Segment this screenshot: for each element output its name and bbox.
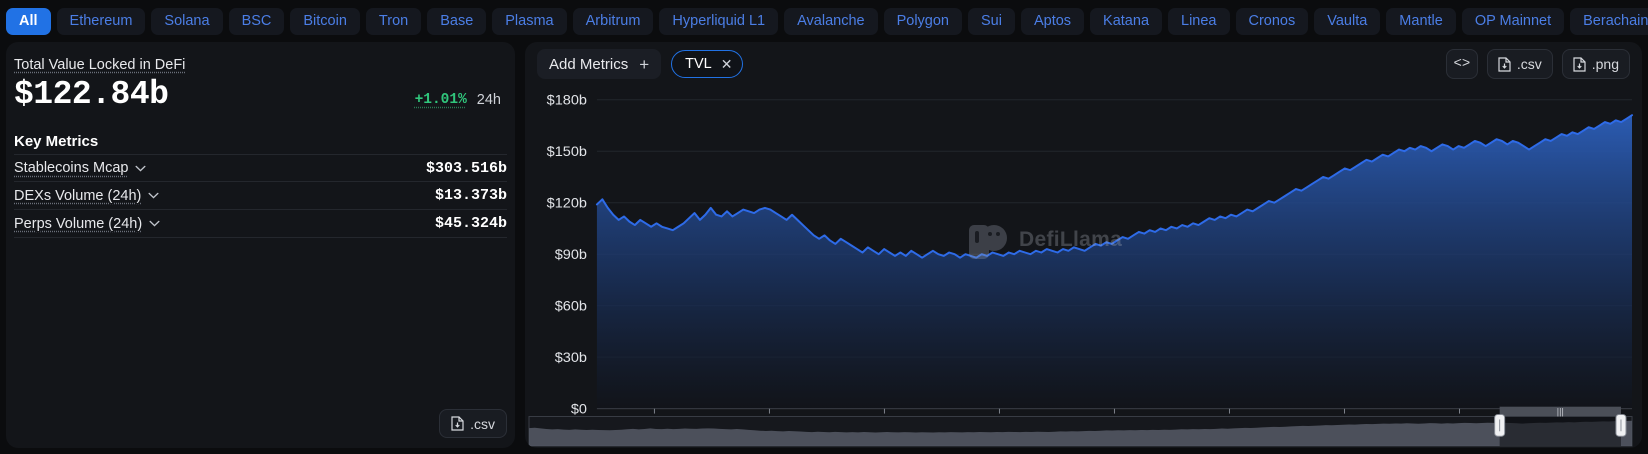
chain-tab-arbitrum[interactable]: Arbitrum xyxy=(572,7,654,35)
tvl-area-fill xyxy=(596,115,1633,409)
code-brackets-icon: <> xyxy=(1453,56,1471,72)
tvl-area-chart[interactable]: $0$30b$60b$90b$120b$150b$180bFebMarAprMa… xyxy=(525,86,1642,448)
chain-tab-cronos[interactable]: Cronos xyxy=(1235,7,1309,35)
metric-name: Perps Volume (24h) xyxy=(14,215,143,232)
panels-row: Total Value Locked in DeFi $122.84b +1.0… xyxy=(0,42,1648,454)
y-axis-tick-label: $180b xyxy=(547,93,587,109)
tvl-row: $122.84b +1.01% 24h xyxy=(14,76,507,113)
tvl-label[interactable]: Total Value Locked in DeFi xyxy=(14,57,186,73)
summary-csv-label: .csv xyxy=(470,415,495,432)
chain-tab-linea[interactable]: Linea xyxy=(1168,7,1230,35)
chart-export-group: <> .csv xyxy=(1445,49,1630,79)
metric-value: $45.324b xyxy=(434,215,507,233)
key-metrics-heading: Key Metrics xyxy=(14,133,99,151)
y-axis-tick-label: $90b xyxy=(555,247,587,263)
chain-tab-mantle[interactable]: Mantle xyxy=(1386,7,1456,35)
chain-tab-tron[interactable]: Tron xyxy=(365,7,422,35)
chart-canvas[interactable]: $0$30b$60b$90b$120b$150b$180bFebMarAprMa… xyxy=(525,86,1642,448)
chart-toolbar: Add Metrics + TVL ✕ <> xyxy=(525,42,1642,86)
metric-chip-label: TVL xyxy=(685,56,712,72)
metric-name: DEXs Volume (24h) xyxy=(14,187,142,204)
chain-tab-katana[interactable]: Katana xyxy=(1090,7,1163,35)
metric-left: DEXs Volume (24h) xyxy=(14,188,159,204)
chain-tab-op-mainnet[interactable]: OP Mainnet xyxy=(1461,7,1565,35)
metric-value: $13.373b xyxy=(434,187,507,205)
y-axis-tick-label: $0 xyxy=(571,402,587,418)
plus-icon: + xyxy=(639,54,650,74)
key-metrics-list: Stablecoins Mcap $303.516b DEXs Volume (24… xyxy=(14,154,507,239)
summary-panel: Total Value Locked in DeFi $122.84b +1.0… xyxy=(6,42,515,448)
metric-name: Stablecoins Mcap xyxy=(14,160,129,177)
chain-tab-aptos[interactable]: Aptos xyxy=(1020,7,1085,35)
download-csv-label: .csv xyxy=(1516,56,1542,72)
y-axis-tick-label: $60b xyxy=(555,299,587,315)
chart-panel: Add Metrics + TVL ✕ <> xyxy=(525,42,1642,448)
brush-selection[interactable] xyxy=(1499,416,1621,447)
y-axis-tick-label: $150b xyxy=(547,144,587,160)
metric-left: Perps Volume (24h) xyxy=(14,216,160,232)
chain-filter-bar[interactable]: All Ethereum Solana BSC Bitcoin Tron Base Plasm… xyxy=(0,0,1648,42)
brush-preview-area xyxy=(528,420,1633,447)
chain-tab-berachain[interactable]: Berachain xyxy=(1570,7,1648,35)
add-metrics-button[interactable]: Add Metrics + xyxy=(537,49,662,79)
tvl-value: $122.84b xyxy=(14,76,169,113)
chain-tab-avalanche[interactable]: Avalanche xyxy=(784,7,878,35)
metric-value: $303.516b xyxy=(425,159,507,177)
chain-tab-all[interactable]: All xyxy=(6,7,51,35)
chain-tab-hyperliquid-l1[interactable]: Hyperliquid L1 xyxy=(659,7,779,35)
chevron-down-icon[interactable] xyxy=(149,220,160,227)
chain-tab-base[interactable]: Base xyxy=(427,7,487,35)
file-download-icon xyxy=(1498,56,1511,72)
chain-tab-vaulta[interactable]: Vaulta xyxy=(1314,7,1381,35)
grip-handle-icon: ||| xyxy=(1557,407,1564,417)
chain-tab-sui[interactable]: Sui xyxy=(967,7,1015,35)
y-axis-tick-label: $120b xyxy=(547,196,587,212)
chain-tab-solana[interactable]: Solana xyxy=(151,7,223,35)
y-axis-tick-label: $30b xyxy=(555,350,587,366)
tvl-line xyxy=(595,114,1634,259)
brush-grip-bar[interactable] xyxy=(1499,406,1621,417)
chain-tab-bsc[interactable]: BSC xyxy=(228,7,285,35)
download-csv-button[interactable]: .csv xyxy=(1486,49,1553,79)
tvl-change-period: 24h xyxy=(476,92,501,109)
chain-tab-ethereum[interactable]: Ethereum xyxy=(56,7,146,35)
metric-row[interactable]: DEXs Volume (24h) $13.373b xyxy=(14,182,507,211)
download-png-button[interactable]: .png xyxy=(1561,49,1630,79)
add-metrics-label: Add Metrics xyxy=(549,55,629,73)
summary-csv-button[interactable]: .csv xyxy=(439,409,507,438)
chain-tab-plasma[interactable]: Plasma xyxy=(492,7,567,35)
chevron-down-icon[interactable] xyxy=(135,165,146,172)
close-icon[interactable]: ✕ xyxy=(720,56,733,72)
metric-chip-tvl[interactable]: TVL ✕ xyxy=(671,50,744,78)
metric-row[interactable]: Stablecoins Mcap $303.516b xyxy=(14,154,507,183)
download-png-label: .png xyxy=(1591,56,1619,72)
file-download-icon xyxy=(1573,56,1586,72)
metric-left: Stablecoins Mcap xyxy=(14,160,146,176)
file-download-icon xyxy=(451,416,464,431)
chain-tab-polygon[interactable]: Polygon xyxy=(883,7,962,35)
chain-tab-bitcoin[interactable]: Bitcoin xyxy=(290,7,360,35)
metric-row[interactable]: Perps Volume (24h) $45.324b xyxy=(14,210,507,239)
embed-code-button[interactable]: <> xyxy=(1445,49,1478,79)
chevron-down-icon[interactable] xyxy=(148,192,159,199)
tvl-change-percent[interactable]: +1.01% xyxy=(414,92,467,109)
